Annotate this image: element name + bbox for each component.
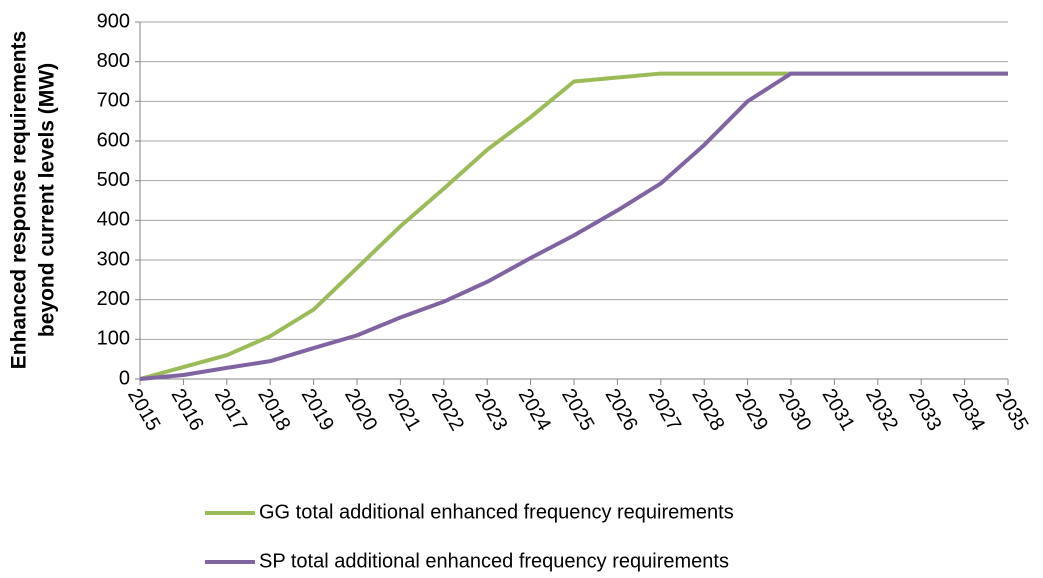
series-line [139, 71, 1008, 381]
x-tick-label: 2027 [644, 385, 685, 435]
y-tick-label: 700 [97, 90, 130, 112]
y-tick-label: 500 [97, 169, 130, 191]
x-tick-label: 2020 [340, 385, 381, 435]
x-tick-label: 2015 [123, 385, 164, 435]
x-tick-label: 2024 [514, 385, 555, 435]
y-tick-label: 900 [97, 10, 130, 32]
x-tick-label: 2032 [861, 385, 902, 435]
y-axis-label: Enhanced response requirements [8, 31, 31, 369]
x-tick-label: 2035 [991, 385, 1032, 435]
x-tick-label: 2018 [253, 385, 294, 435]
x-tick-label: 2031 [817, 385, 858, 435]
legend-label: SP total additional enhanced frequency r… [259, 550, 729, 572]
x-tick-label: 2025 [557, 385, 598, 435]
x-tick-label: 2026 [600, 385, 641, 435]
x-tick-label: 2029 [731, 385, 772, 435]
y-tick-label: 800 [97, 50, 130, 72]
y-tick-label: 0 [119, 367, 130, 389]
legend-label: GG total additional enhanced frequency r… [259, 501, 734, 523]
series-line [139, 71, 1008, 381]
x-tick-label: 2019 [297, 385, 338, 435]
x-tick-label: 2030 [774, 385, 815, 435]
y-tick-label: 600 [97, 129, 130, 151]
y-axis-label: beyond current levels (MW) [36, 63, 59, 337]
y-tick-label: 200 [97, 288, 130, 310]
x-tick-label: 2016 [166, 385, 207, 435]
y-tick-label: 300 [97, 248, 130, 270]
x-tick-label: 2022 [427, 385, 468, 435]
y-tick-label: 100 [97, 328, 130, 350]
x-tick-label: 2034 [948, 385, 989, 435]
x-tick-label: 2028 [687, 385, 728, 435]
x-tick-label: 2033 [904, 385, 945, 435]
x-tick-label: 2023 [470, 385, 511, 435]
x-tick-label: 2017 [210, 385, 251, 435]
x-tick-label: 2021 [383, 385, 424, 435]
y-tick-label: 400 [97, 209, 130, 231]
